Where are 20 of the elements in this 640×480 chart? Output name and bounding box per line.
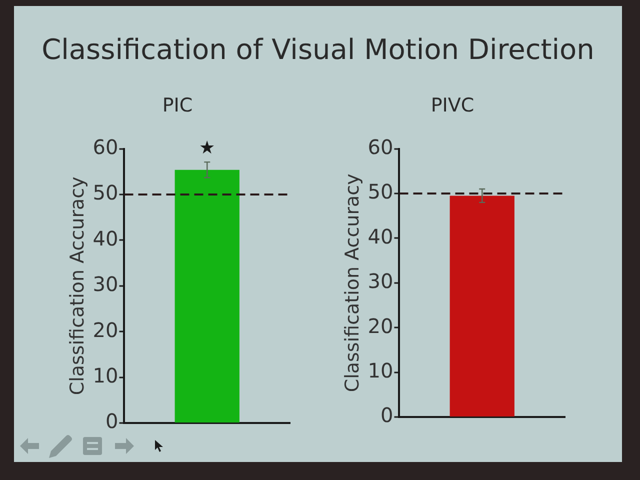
- chart-subtitle: PIVC: [430, 94, 474, 116]
- y-tick-label: 50: [368, 180, 394, 204]
- y-tick-label: 10: [92, 364, 118, 388]
- y-tick-label: 30: [92, 272, 118, 296]
- y-tick-label: 30: [368, 269, 394, 294]
- y-tick-label: 0: [380, 403, 394, 428]
- annotation: ★: [199, 138, 216, 159]
- y-tick-label: 40: [368, 224, 394, 248]
- y-tick-label: 60: [92, 135, 118, 160]
- y-axis-title: Classification Accuracy: [341, 174, 364, 392]
- y-tick-label: 40: [92, 226, 118, 250]
- y-tick-label: 60: [368, 135, 394, 160]
- y-tick-label: 10: [368, 358, 394, 383]
- y-axis-title: Classification Accuracy: [66, 176, 88, 396]
- y-tick-label: 0: [106, 409, 118, 434]
- y-tick-label: 20: [92, 318, 118, 342]
- chart-subtitle: PIC: [162, 94, 193, 116]
- y-tick-label: 20: [368, 314, 394, 338]
- y-tick-label: 50: [92, 180, 118, 205]
- chart-title: Classification of Visual Motion Direction: [40, 33, 596, 66]
